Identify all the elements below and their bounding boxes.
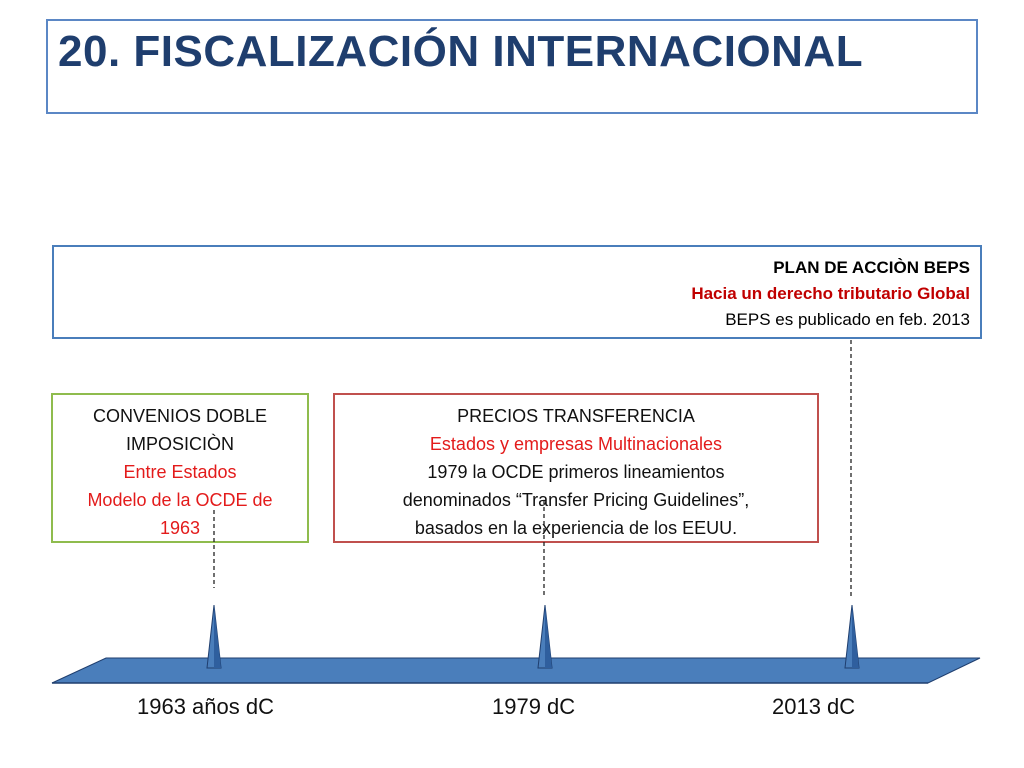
title-box: 20. FISCALIZACIÓN INTERNACIONAL — [46, 19, 978, 114]
convenios-box: CONVENIOS DOBLE IMPOSICIÒN Entre Estados… — [51, 393, 309, 543]
precios-box: PRECIOS TRANSFERENCIA Estados y empresas… — [333, 393, 819, 543]
beps-description: BEPS es publicado en feb. 2013 — [725, 310, 970, 329]
precios-detail-3: basados en la experiencia de los EEUU. — [414, 518, 738, 538]
timeline-bar — [51, 657, 981, 684]
precios-subheading: Estados y empresas Multinacionales — [429, 434, 723, 454]
precios-detail-1: 1979 la OCDE primeros lineamientos — [427, 462, 725, 482]
convenios-subheading: Entre Estados — [123, 462, 237, 482]
year-label-2013: 2013 dC — [772, 694, 856, 719]
beps-subheading: Hacia un derecho tributario Global — [691, 284, 970, 303]
convenios-heading-2: IMPOSICIÒN — [125, 434, 234, 454]
convenios-heading-1: CONVENIOS DOBLE — [92, 406, 268, 426]
convenios-detail-2: 1963 — [159, 518, 201, 538]
beps-heading: PLAN DE ACCIÒN BEPS — [773, 258, 970, 277]
precios-detail-2: denominados “Transfer Pricing Guidelines… — [402, 490, 750, 510]
precios-heading: PRECIOS TRANSFERENCIA — [457, 406, 695, 426]
convenios-detail-1: Modelo de la OCDE de — [87, 490, 273, 510]
year-label-1979: 1979 dC — [492, 694, 576, 719]
marker-2013 — [844, 604, 860, 669]
marker-1963 — [206, 604, 222, 669]
marker-1979 — [537, 604, 553, 669]
page-title: 20. FISCALIZACIÓN INTERNACIONAL — [58, 27, 864, 76]
year-label-1963: 1963 años dC — [137, 694, 274, 719]
beps-box: PLAN DE ACCIÒN BEPS Hacia un derecho tri… — [52, 245, 982, 339]
